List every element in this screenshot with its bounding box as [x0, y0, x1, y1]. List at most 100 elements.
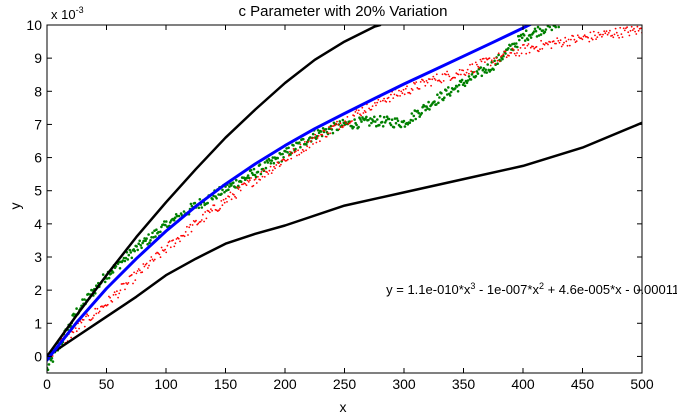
scatter-point — [430, 84, 432, 87]
scatter-point — [173, 245, 176, 248]
scatter-point — [403, 93, 406, 96]
scatter-point — [225, 189, 228, 192]
scatter-point — [288, 154, 290, 157]
scatter-point — [516, 52, 518, 54]
scatter-point — [415, 81, 418, 83]
y-tick-label: 4 — [34, 216, 42, 232]
scatter-point — [523, 43, 525, 46]
scatter-point — [524, 47, 526, 49]
scatter-point — [290, 157, 293, 160]
scatter-point — [164, 223, 167, 227]
y-tick-label: 5 — [34, 183, 42, 199]
scatter-point — [191, 224, 194, 226]
scatter-point — [534, 29, 538, 33]
scatter-point — [360, 120, 363, 123]
scatter-point — [361, 106, 364, 109]
scatter-point — [223, 201, 226, 204]
scatter-point — [78, 327, 80, 330]
equation-exponent: 2 — [539, 281, 544, 291]
scatter-point — [464, 74, 467, 76]
scatter-point — [270, 172, 273, 175]
scatter-point — [189, 223, 192, 226]
scatter-point — [166, 225, 169, 228]
scatter-point — [482, 67, 486, 70]
scatter-point — [175, 214, 179, 218]
scatter-point — [485, 71, 489, 74]
chart-title: c Parameter with 20% Variation — [239, 3, 448, 20]
scatter-point — [535, 45, 538, 48]
scatter-point — [82, 319, 85, 321]
scatter-point — [264, 166, 268, 170]
scatter-point — [330, 127, 333, 130]
scatter-point — [606, 33, 609, 36]
scatter-point — [146, 243, 149, 246]
scatter-point — [151, 258, 154, 261]
scatter-point — [612, 36, 615, 39]
y-tick-label: 1 — [34, 315, 42, 331]
scatter-point — [136, 248, 139, 252]
scatter-point — [278, 165, 281, 168]
scatter-point — [470, 73, 474, 76]
scatter-point — [259, 172, 263, 176]
scatter-point — [426, 81, 429, 84]
scatter-point — [126, 283, 129, 285]
scatter-point — [368, 124, 371, 127]
scatter-point — [106, 303, 109, 306]
scatter-point — [133, 271, 136, 274]
scatter-point — [219, 207, 222, 210]
scatter-point — [536, 25, 540, 29]
equation-term: y = 1.1e-010*x — [386, 282, 471, 297]
y-tick-label: 2 — [34, 282, 42, 298]
scatter-point — [165, 220, 168, 223]
equation-term: - 1e-007*x — [475, 282, 539, 297]
scatter-point — [590, 37, 593, 40]
scatter-point — [597, 31, 600, 34]
scatter-point — [75, 330, 78, 333]
scatter-point — [135, 245, 138, 248]
scatter-point — [378, 123, 381, 127]
scatter-point — [124, 256, 128, 260]
scatter-point — [168, 240, 171, 243]
scatter-point — [338, 128, 341, 131]
scatter-point — [136, 270, 139, 272]
scatter-point — [125, 282, 127, 284]
scatter-point — [490, 59, 493, 62]
scatter-point — [393, 93, 396, 96]
scatter-point — [623, 29, 626, 32]
scatter-point — [581, 38, 584, 41]
scatter-point — [564, 36, 567, 39]
scatter-point — [408, 121, 412, 124]
scatter-point — [317, 135, 320, 137]
scatter-point — [443, 96, 446, 99]
scatter-point — [226, 201, 228, 203]
scatter-point — [596, 36, 599, 38]
scatter-point — [471, 63, 474, 66]
scatter-point — [440, 92, 443, 95]
scatter-point — [544, 28, 548, 31]
scatter-point — [299, 143, 302, 146]
scatter-point — [468, 72, 470, 75]
scatter-point — [411, 89, 414, 91]
scatter-point — [636, 25, 639, 28]
scatter-point — [447, 73, 450, 76]
scatter-point — [336, 120, 338, 123]
scatter-point — [556, 37, 559, 39]
scatter-point — [427, 100, 430, 104]
scatter-point — [574, 41, 577, 44]
scatter-point — [118, 292, 121, 295]
scatter-point — [528, 51, 531, 54]
scatter-point — [393, 117, 397, 120]
scatter-point — [116, 290, 118, 293]
scatter-point — [384, 119, 388, 122]
scatter-point — [633, 27, 635, 30]
scatter-point — [479, 66, 483, 69]
scatter-point — [390, 93, 392, 96]
scatter-point — [220, 192, 223, 196]
scatter-point — [261, 175, 264, 178]
scatter-point — [354, 111, 357, 113]
scatter-point — [249, 168, 253, 172]
scatter-point — [224, 197, 227, 200]
scatter-point — [420, 111, 424, 115]
scatter-point — [252, 167, 256, 171]
